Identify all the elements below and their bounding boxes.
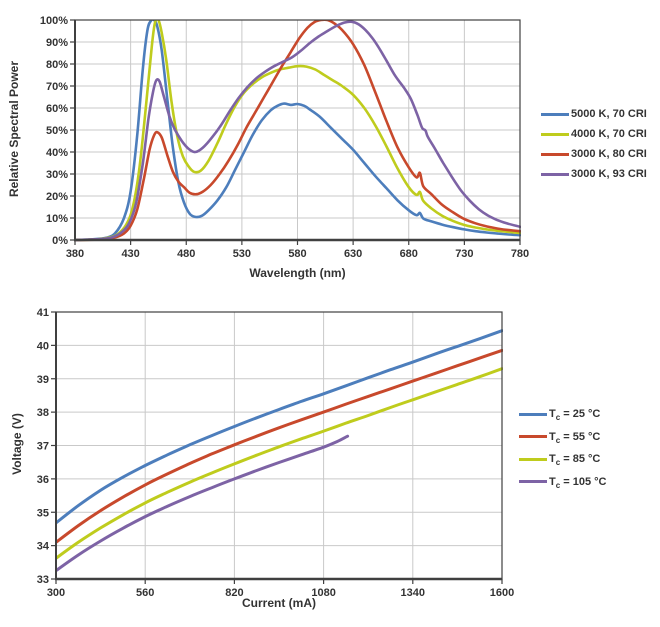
legend-line-swatch: [519, 457, 547, 461]
legend-item: 3000 K, 93 CRI: [541, 164, 647, 184]
legend-item: 5000 K, 70 CRI: [541, 104, 647, 124]
y-tick-label: 33: [37, 574, 49, 586]
x-tick-label: 380: [66, 248, 84, 260]
legend-line-swatch: [541, 152, 569, 156]
vi-y-axis-title: Voltage (V): [10, 413, 24, 475]
legend-line-swatch: [519, 480, 547, 484]
x-tick-label: 820: [225, 587, 243, 599]
y-tick-label: 37: [37, 441, 49, 453]
x-tick-label: 430: [121, 248, 139, 260]
x-tick-label: 530: [233, 248, 251, 260]
curve-4000k-70cri: [74, 20, 521, 242]
y-tick-label: 0%: [52, 235, 68, 247]
y-tick-label: 38: [37, 407, 49, 419]
legend-line-swatch: [541, 112, 569, 116]
x-tick-label: 1080: [311, 587, 335, 599]
curve-5000k-70cri: [74, 20, 521, 242]
legend-label: 4000 K, 70 CRI: [571, 128, 647, 140]
curve-tc-105c: [55, 434, 350, 573]
x-tick-label: 680: [400, 248, 418, 260]
legend-line-swatch: [541, 172, 569, 176]
vi-legend: Tc = 25 °C Tc = 55 °C Tc = 85 °C Tc = 10…: [519, 403, 606, 493]
y-tick-label: 100%: [40, 15, 68, 27]
spectral-x-axis-title: Wavelength (nm): [249, 266, 346, 280]
curve-tc-25c: [55, 329, 503, 525]
x-tick-label: 630: [344, 248, 362, 260]
y-tick-label: 10%: [46, 213, 68, 225]
x-tick-label: 300: [47, 587, 65, 599]
y-tick-label: 40%: [46, 147, 68, 159]
y-tick-label: 90%: [46, 37, 68, 49]
legend-item: Tc = 25 °C: [519, 403, 606, 426]
y-tick-label: 20%: [46, 191, 68, 203]
legend-item: Tc = 85 °C: [519, 448, 606, 471]
legend-label: Tc = 105 °C: [549, 475, 607, 490]
y-tick-label: 36: [37, 474, 49, 486]
legend-label: 3000 K, 80 CRI: [571, 148, 647, 160]
y-tick-label: 80%: [46, 59, 68, 71]
x-tick-label: 730: [455, 248, 473, 260]
y-tick-label: 35: [37, 507, 49, 519]
legend-item: 4000 K, 70 CRI: [541, 124, 647, 144]
y-tick-label: 40: [37, 340, 49, 352]
legend-label: 3000 K, 93 CRI: [571, 168, 647, 180]
y-tick-label: 50%: [46, 125, 68, 137]
spectral-legend: 5000 K, 70 CRI 4000 K, 70 CRI 3000 K, 80…: [541, 104, 647, 184]
legend-item: Tc = 55 °C: [519, 426, 606, 449]
x-tick-label: 560: [136, 587, 154, 599]
legend-label: Tc = 85 °C: [549, 453, 601, 468]
x-tick-label: 780: [511, 248, 529, 260]
curve-3000k-93cri: [74, 20, 521, 242]
y-tick-label: 60%: [46, 103, 68, 115]
y-tick-label: 30%: [46, 169, 68, 181]
y-tick-label: 41: [37, 307, 49, 319]
curve-tc-85c: [55, 367, 503, 560]
curve-3000k-80cri: [74, 20, 521, 242]
legend-item: Tc = 105 °C: [519, 471, 606, 494]
x-tick-label: 580: [288, 248, 306, 260]
spectral-power-chart: 380 430 480 530 580 630 680 730 780 0% 10% 20% 30% 40…: [40, 15, 529, 260]
legend-item: 3000 K, 80 CRI: [541, 144, 647, 164]
curve-tc-55c: [55, 348, 503, 544]
legend-label: Tc = 55 °C: [549, 430, 601, 445]
x-tick-label: 1340: [401, 587, 425, 599]
legend-line-swatch: [519, 435, 547, 439]
spectral-y-axis-title: Relative Spectral Power: [7, 60, 21, 198]
vi-x-axis-title: Current (mA): [242, 596, 316, 610]
legend-line-swatch: [541, 132, 569, 136]
x-tick-label: 480: [177, 248, 195, 260]
legend-label: Tc = 25 °C: [549, 408, 601, 423]
y-tick-label: 39: [37, 374, 49, 386]
legend-label: 5000 K, 70 CRI: [571, 108, 647, 120]
x-tick-label: 1600: [490, 587, 514, 599]
y-tick-label: 34: [37, 541, 50, 553]
y-tick-label: 70%: [46, 81, 68, 93]
voltage-current-chart: 300 560 820 1080 1340 1600 33 34 35 36 37 38 39 40 41: [37, 307, 514, 599]
legend-line-swatch: [519, 412, 547, 416]
